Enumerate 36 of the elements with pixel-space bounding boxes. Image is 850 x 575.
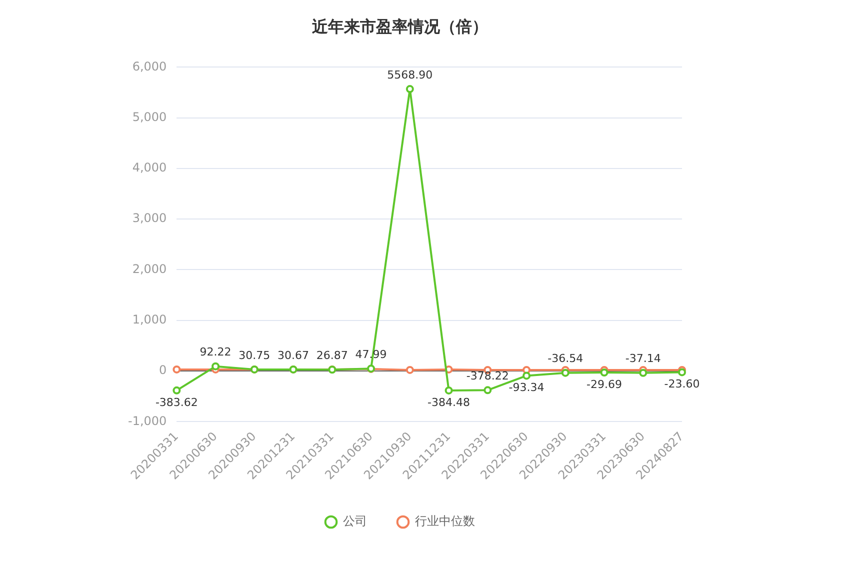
- legend-label: 行业中位数: [415, 514, 475, 528]
- y-tick-label: -1,000: [128, 414, 167, 428]
- data-label: 92.22: [200, 346, 232, 359]
- point: [600, 368, 608, 376]
- data-label: 30.67: [278, 348, 310, 362]
- data-label: -378.22: [466, 370, 509, 383]
- point: [639, 368, 648, 377]
- point: [444, 386, 453, 394]
- data-label: -37.14: [625, 352, 661, 366]
- data-label: -384.48: [428, 396, 470, 409]
- point: [522, 372, 531, 380]
- data-label: 26.87: [316, 348, 348, 362]
- data-label: -383.62: [155, 396, 198, 409]
- data-label: 30.75: [238, 348, 270, 362]
- y-tick-label: 3,000: [132, 211, 167, 226]
- point: [172, 386, 181, 394]
- y-tick-label: 5,000: [132, 110, 167, 124]
- legend-label: 公司: [343, 514, 367, 528]
- data-label: -29.69: [586, 378, 622, 391]
- point: [406, 85, 414, 94]
- point: [406, 366, 414, 374]
- y-tick-label: 1,000: [132, 312, 167, 326]
- y-tick-label: 4,000: [132, 160, 167, 175]
- data-label: -23.60: [664, 378, 700, 391]
- y-tick-label: 0: [159, 363, 167, 378]
- y-tick-label: 2,000: [132, 262, 167, 276]
- point: [172, 365, 181, 374]
- data-label: -93.34: [508, 381, 544, 394]
- chart-title: 近年来市盈率情况（倍）: [311, 16, 488, 36]
- point: [484, 386, 492, 394]
- y-tick-label: 6,000: [132, 59, 167, 74]
- point: [561, 368, 570, 377]
- point: [212, 362, 220, 370]
- data-label: -36.54: [548, 352, 584, 366]
- point: [678, 368, 686, 376]
- data-label: 5568.90: [387, 68, 433, 82]
